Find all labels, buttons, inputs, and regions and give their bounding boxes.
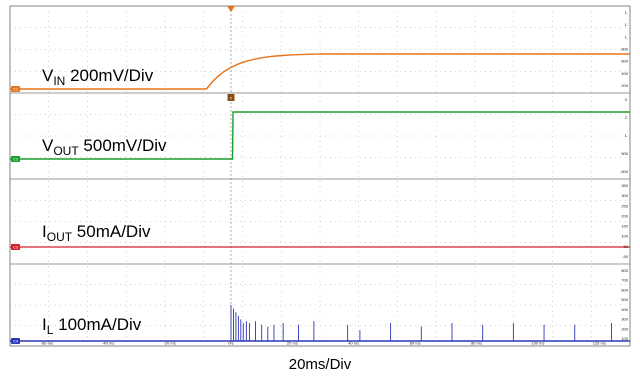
trace-c2 xyxy=(10,111,630,160)
y-tick-label: -500 xyxy=(620,169,629,174)
trace-label-main: I xyxy=(42,222,47,241)
x-tick-label: 100 ms xyxy=(531,341,544,346)
channel-tag-c4 xyxy=(11,338,20,344)
trigger-arrow-icon xyxy=(226,6,235,12)
trace-label-main: V xyxy=(42,136,54,155)
y-tick-label: 2. xyxy=(625,115,628,120)
plot-grid: T xyxy=(9,5,631,347)
channel-tag-c2 xyxy=(11,156,20,162)
y-tick-label: 800 xyxy=(621,47,628,52)
trace-label-c2: VOUT 500mV/Div xyxy=(42,136,167,158)
trace-c1 xyxy=(10,53,630,90)
y-tick-label: 300 xyxy=(621,193,628,198)
trace-label-subscript: L xyxy=(47,323,54,337)
channel-tag-label: C3 xyxy=(13,245,19,250)
trace-label-scale: 100mA/Div xyxy=(53,315,141,334)
trace-label-subscript: OUT xyxy=(47,230,73,244)
y-tick-label: 50 xyxy=(624,244,629,249)
y-tick-label: 250 xyxy=(621,203,628,208)
y-tick-label: 200 xyxy=(621,326,628,331)
trace-label-subscript: OUT xyxy=(53,144,79,158)
trace-layer xyxy=(10,53,630,342)
y-tick-label: 200 xyxy=(621,83,628,88)
y-tick-label: -50 xyxy=(622,254,629,259)
x-tick-label: -40 ms xyxy=(102,341,114,346)
y-tick-label: 600 xyxy=(621,59,628,64)
channel-tag-label: C4 xyxy=(13,339,19,344)
x-tick-label: 40 ms xyxy=(348,341,359,346)
y-tick-label: 500 xyxy=(621,297,628,302)
y-tick-label: 3. xyxy=(625,97,628,102)
y-tick-label: 1. xyxy=(625,133,628,138)
axis-tick-layer: 1. 1. 1. 800 600 400 200 3. 2. 1. 500 -500 350 300 250… xyxy=(41,10,629,346)
timebase-label: 20ms/Div xyxy=(288,356,352,373)
trace-label-scale: 500mV/Div xyxy=(79,136,167,155)
trigger-marker-icon xyxy=(227,94,235,101)
x-tick-label: 20 ms xyxy=(287,341,298,346)
channel-tag-label: C2 xyxy=(13,157,19,162)
y-tick-label: 200 xyxy=(621,213,628,218)
x-tick-label: 60 ms xyxy=(410,341,421,346)
trace-label-main: I xyxy=(42,315,47,334)
trace-label-subscript: IN xyxy=(53,74,65,88)
y-tick-label: 800 xyxy=(621,268,628,273)
x-tick-label: 120 ms xyxy=(593,341,606,346)
trace-label-scale: 200mV/Div xyxy=(65,66,153,85)
trace-label-c1: VIN 200mV/Div xyxy=(42,66,154,88)
y-tick-label: 600 xyxy=(621,287,628,292)
y-tick-label: 1. xyxy=(625,10,628,15)
x-tick-label: 0 s xyxy=(228,341,233,346)
y-tick-label: 400 xyxy=(621,71,628,76)
trigger-marker-label: T xyxy=(230,96,233,101)
y-tick-label: 100 xyxy=(621,234,628,239)
y-tick-label: 500 xyxy=(621,151,628,156)
x-tick-label: 80 ms xyxy=(471,341,482,346)
x-tick-label: -60 ms xyxy=(41,341,53,346)
trace-label-scale: 50mA/Div xyxy=(72,222,151,241)
channel-tag-c3 xyxy=(11,244,20,250)
y-tick-label: 700 xyxy=(621,278,628,283)
y-tick-label: 100 xyxy=(621,336,628,341)
y-tick-label: 150 xyxy=(621,224,628,229)
y-tick-label: 350 xyxy=(621,183,628,188)
x-tick-label: -20 ms xyxy=(163,341,175,346)
channel-tag-label: C1 xyxy=(13,87,19,92)
channel-tag-c1 xyxy=(11,86,20,92)
trace-label-main: V xyxy=(42,66,54,85)
trace-label-c4: IL 100mA/Div xyxy=(42,315,142,337)
trace-label-c3: IOUT 50mA/Div xyxy=(42,222,151,244)
y-tick-label: 400 xyxy=(621,307,628,312)
y-tick-label: 1. xyxy=(625,22,628,27)
y-tick-label: 300 xyxy=(621,317,628,322)
y-tick-label: 1. xyxy=(625,34,628,39)
